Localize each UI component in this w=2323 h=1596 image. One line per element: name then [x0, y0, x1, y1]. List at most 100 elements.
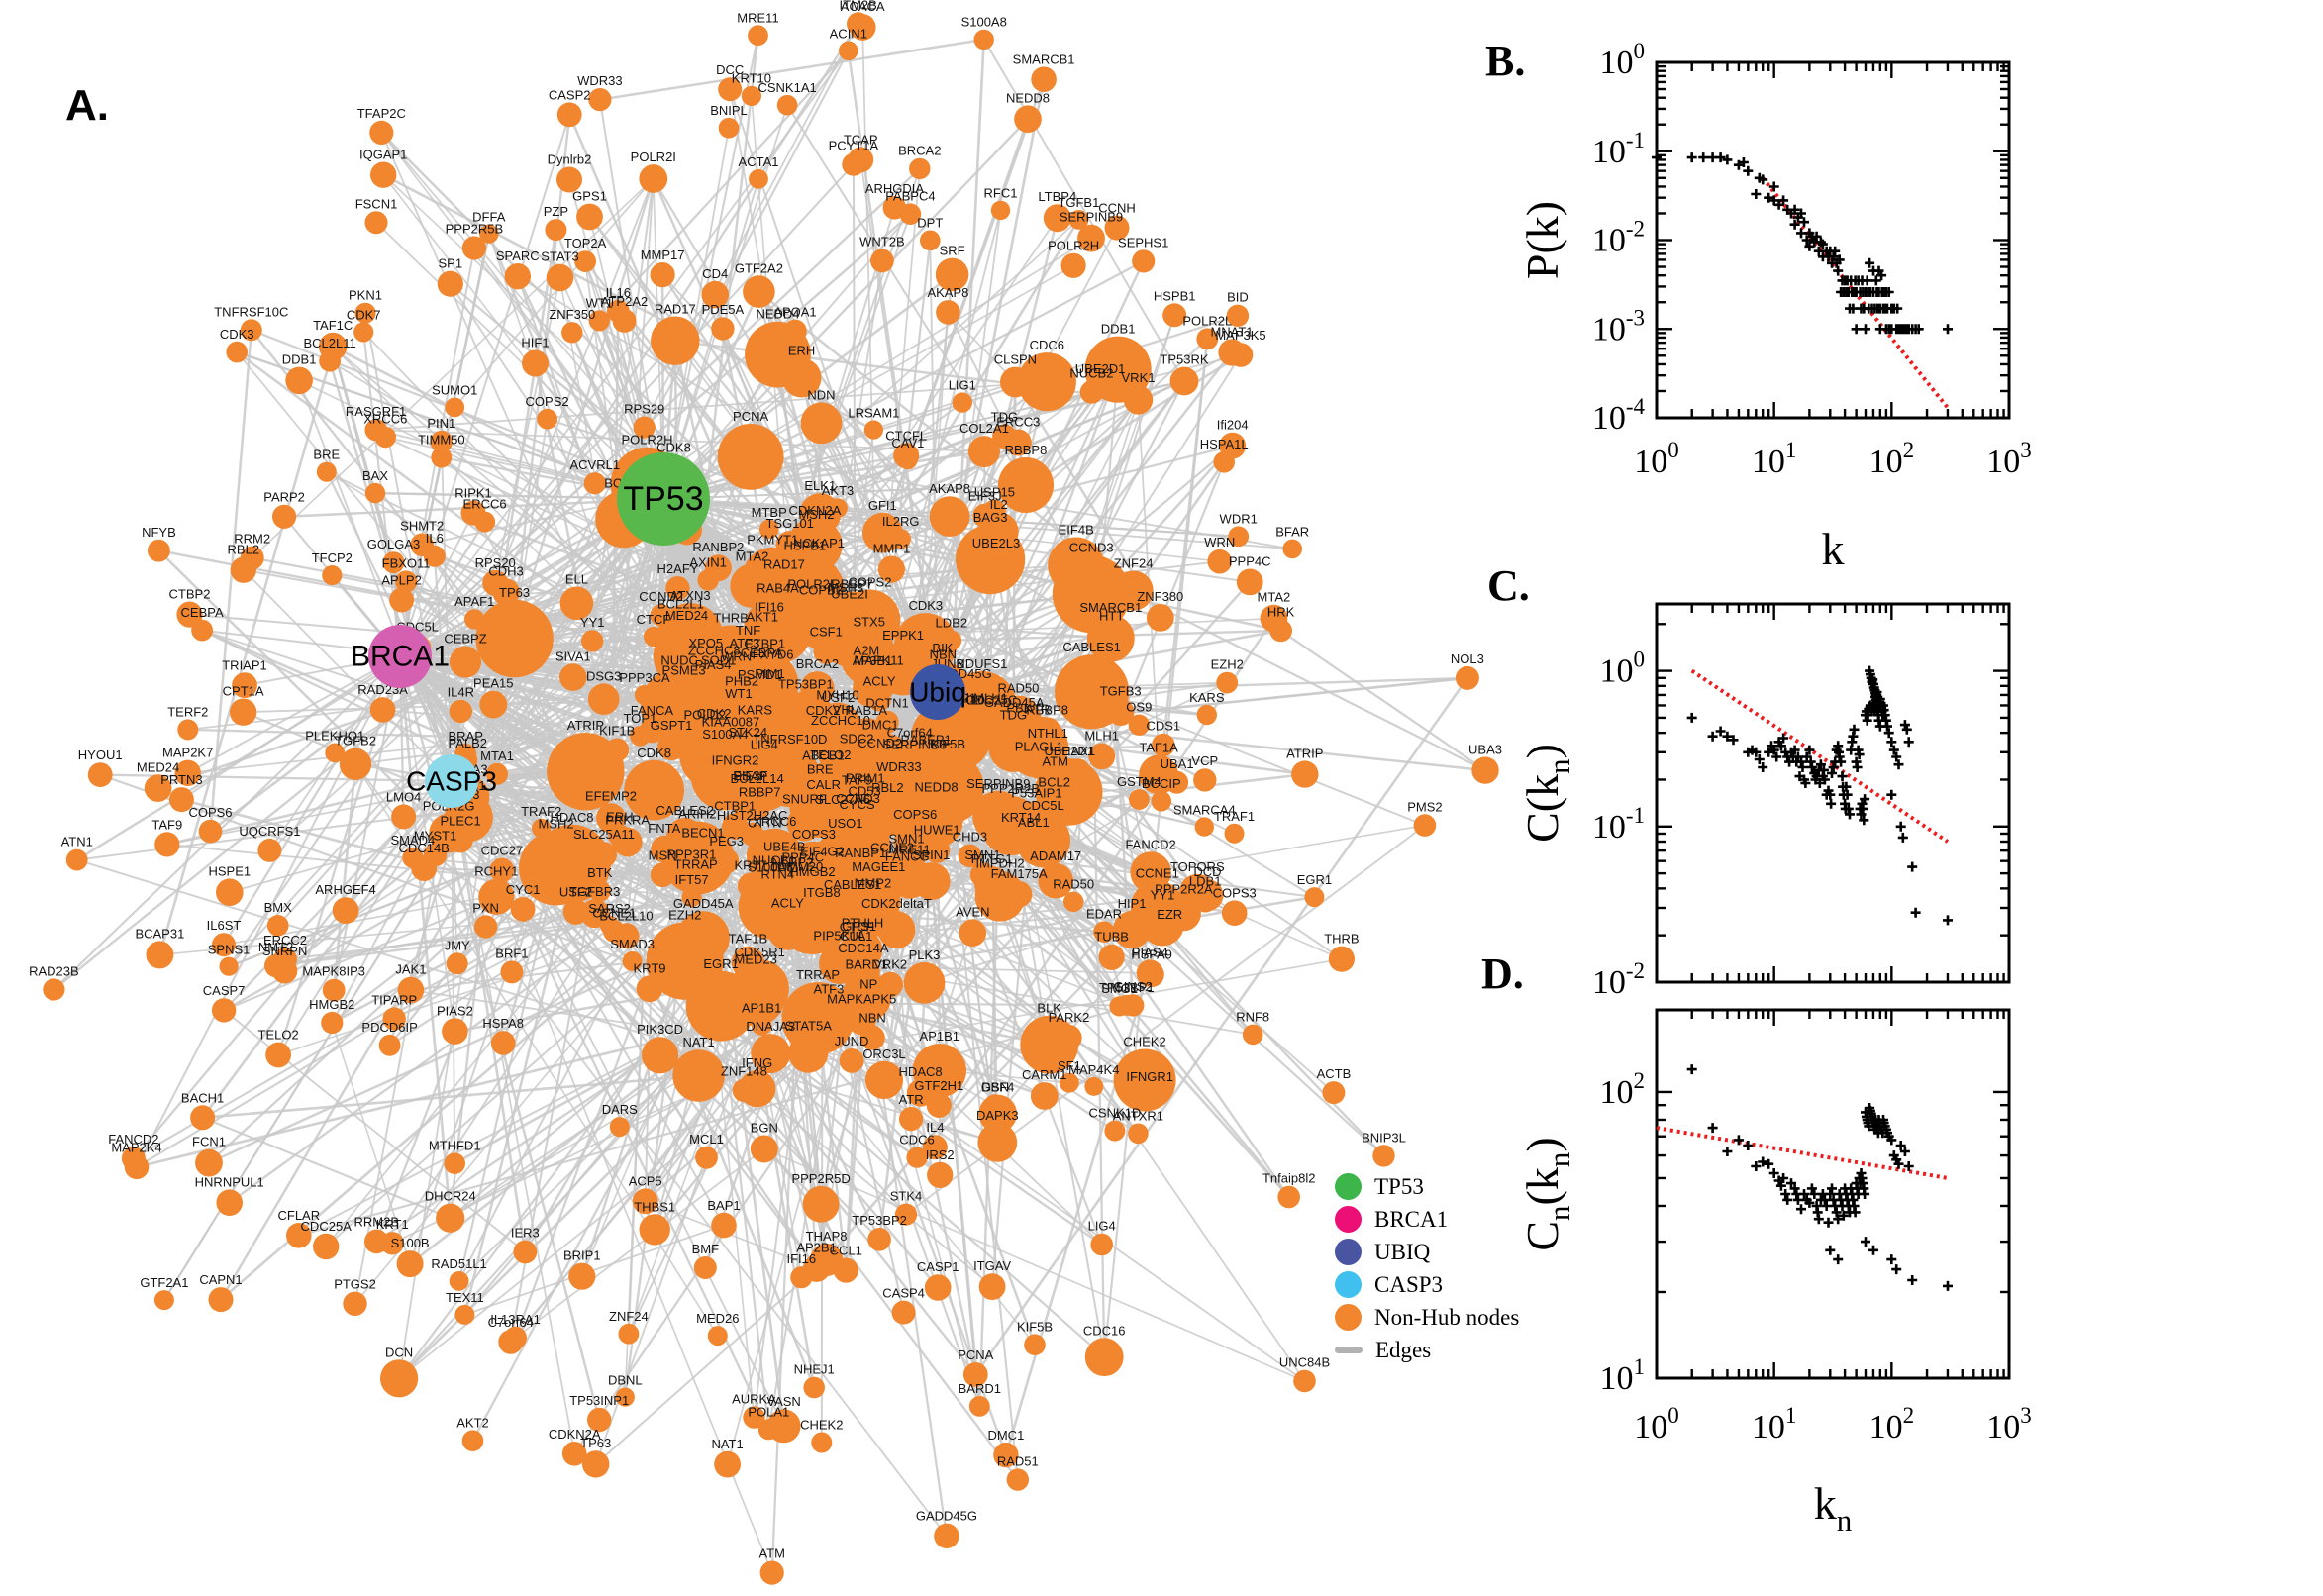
gene-label: PPP3R1: [666, 847, 716, 861]
network-node: [285, 366, 313, 395]
network-node: [1304, 887, 1325, 908]
network-edge: [331, 835, 686, 1025]
gene-label: ACVRL1: [570, 457, 621, 472]
gene-label: IL4: [926, 1120, 944, 1135]
network-node: [968, 1396, 990, 1417]
network-node: [461, 236, 486, 260]
gene-label: DSG3: [586, 668, 621, 683]
gene-label: CDC27: [481, 844, 524, 858]
network-node: [559, 663, 587, 691]
network-node: [634, 684, 656, 706]
gene-label: DAPK3: [976, 1108, 1019, 1123]
data-point: [1830, 246, 1841, 256]
gene-label: SNURF: [782, 792, 827, 807]
network-node: [603, 920, 626, 943]
gene-label: DMC1: [987, 1428, 1024, 1443]
network-node: [1077, 224, 1105, 252]
gene-label: HUWE1: [914, 823, 960, 838]
gene-label: RFC1: [984, 186, 1018, 201]
gene-label: SP1: [439, 256, 463, 271]
gene-label: CDC25A: [301, 1219, 353, 1234]
gene-label: PLEKHO1: [305, 729, 364, 744]
network-node: [718, 117, 740, 139]
network-node: [177, 719, 199, 741]
gene-label: PARP2: [263, 490, 305, 505]
gene-label: CTTN: [748, 815, 782, 830]
gene-label: PDE5A: [702, 302, 745, 317]
network-node: [556, 166, 582, 193]
gene-label: VRK2: [873, 957, 907, 972]
network-node: [941, 630, 962, 651]
gene-label: IFT57: [675, 872, 709, 887]
network-edge: [1150, 824, 1426, 873]
network-node: [556, 102, 582, 128]
network-node: [460, 500, 486, 526]
gene-label: IFNGR1: [1126, 1069, 1173, 1084]
network-node: [864, 1060, 904, 1099]
network-node: [339, 748, 372, 780]
network-node: [216, 1189, 243, 1216]
gene-label: TEX11: [446, 1290, 484, 1305]
legend-item-tp53: TP53: [1335, 1170, 1519, 1203]
data-point: [1780, 1189, 1791, 1199]
network-node: [737, 872, 764, 899]
gene-label: CTCFL: [885, 428, 927, 443]
network-node: [389, 587, 414, 613]
network-edge: [947, 787, 1290, 1198]
network-node: [901, 751, 929, 779]
gene-label: TRRAP: [674, 857, 718, 872]
gene-label: PHB2: [725, 673, 758, 688]
gene-label: TIPARP: [371, 992, 417, 1007]
network-node: [922, 1135, 948, 1160]
data-point: [1758, 174, 1768, 185]
network-node: [397, 976, 425, 1004]
network-node: [464, 609, 485, 630]
network-edge: [808, 957, 1343, 1054]
gene-label: RAD51L1: [431, 1256, 486, 1271]
gene-label: RBBP7: [831, 576, 873, 591]
network-node: [322, 978, 346, 1002]
gene-label: CTCF: [637, 612, 671, 627]
gene-label: NBN: [930, 648, 957, 662]
gene-label: MTBP: [752, 505, 787, 520]
gene-label: DBNL: [608, 1373, 643, 1388]
network-node: [693, 1256, 717, 1279]
gene-label: IER3: [511, 1226, 540, 1241]
network-node: [1146, 604, 1174, 632]
gene-label: PCNA: [958, 1347, 993, 1362]
x-tick-label: 103: [1986, 1403, 2032, 1446]
gene-label: PBK: [1006, 701, 1032, 716]
network-node: [1160, 922, 1180, 942]
gene-label: TSG101: [765, 516, 813, 531]
network-node: [87, 762, 113, 787]
gene-label: YY1: [580, 615, 605, 630]
data-point: [1943, 1280, 1953, 1291]
gene-label: MSH3: [828, 580, 863, 595]
network-node: [1152, 733, 1175, 757]
network-node: [588, 879, 611, 902]
gene-label: PRIM1: [846, 770, 885, 785]
gene-label: DARS: [602, 1102, 638, 1117]
network-node: [354, 322, 374, 343]
network-edge: [974, 677, 1468, 1376]
network-node: [770, 571, 798, 600]
legend-item-ubiq: UBIQ: [1335, 1236, 1519, 1268]
gene-label: NDN: [807, 387, 835, 402]
gene-label: S100A8: [961, 15, 1007, 30]
gene-label: USO1: [828, 816, 862, 831]
hub-node-brca1: [368, 625, 432, 688]
gene-label: EIF3J: [968, 489, 1002, 504]
data-point: [1893, 1158, 1904, 1169]
network-node: [478, 878, 515, 915]
gene-label: RANBP2: [692, 540, 744, 554]
network-node: [790, 1266, 813, 1289]
network-node: [959, 919, 987, 947]
network-node: [982, 549, 1010, 577]
network-node: [891, 1300, 916, 1325]
data-point: [1859, 815, 1869, 826]
network-node: [622, 950, 643, 971]
gene-label: LIG1: [949, 377, 976, 392]
data-point: [1907, 861, 1918, 872]
network-node: [952, 392, 972, 413]
gene-label: ATXN3: [670, 588, 711, 603]
